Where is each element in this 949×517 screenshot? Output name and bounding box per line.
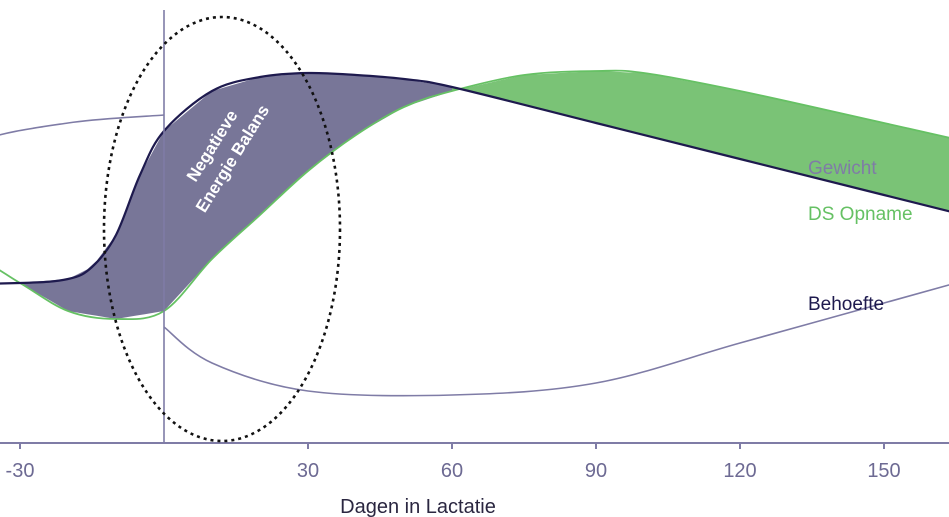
x-tick-label: 30 <box>297 460 319 482</box>
line-layer <box>0 69 949 397</box>
x-tick-label: 150 <box>867 460 900 482</box>
area-layer <box>20 71 949 319</box>
highlight-ellipse-outline <box>102 15 342 443</box>
x-tick-label: 60 <box>441 460 463 482</box>
series-line-ds-opname <box>0 69 949 321</box>
series-line-behoefte <box>0 71 949 285</box>
series-line-gewicht-1 <box>0 114 165 136</box>
x-axis-title: Dagen in Lactatie <box>340 496 496 517</box>
series-label-ds-opname: DS Opname <box>808 204 913 225</box>
x-tick-label: 90 <box>585 460 607 482</box>
x-tick-label: 120 <box>723 460 756 482</box>
highlight-ellipse <box>102 15 342 443</box>
series-label-behoefte: Behoefte <box>808 294 884 315</box>
x-axis: -30306090120150180210240270 <box>0 10 949 482</box>
negative-balance-area <box>20 73 452 319</box>
series-line-gewicht-2 <box>163 284 949 397</box>
positive-balance-area <box>452 71 949 212</box>
series-label-gewicht: Gewicht <box>808 158 877 179</box>
x-tick-label: -30 <box>6 460 35 482</box>
